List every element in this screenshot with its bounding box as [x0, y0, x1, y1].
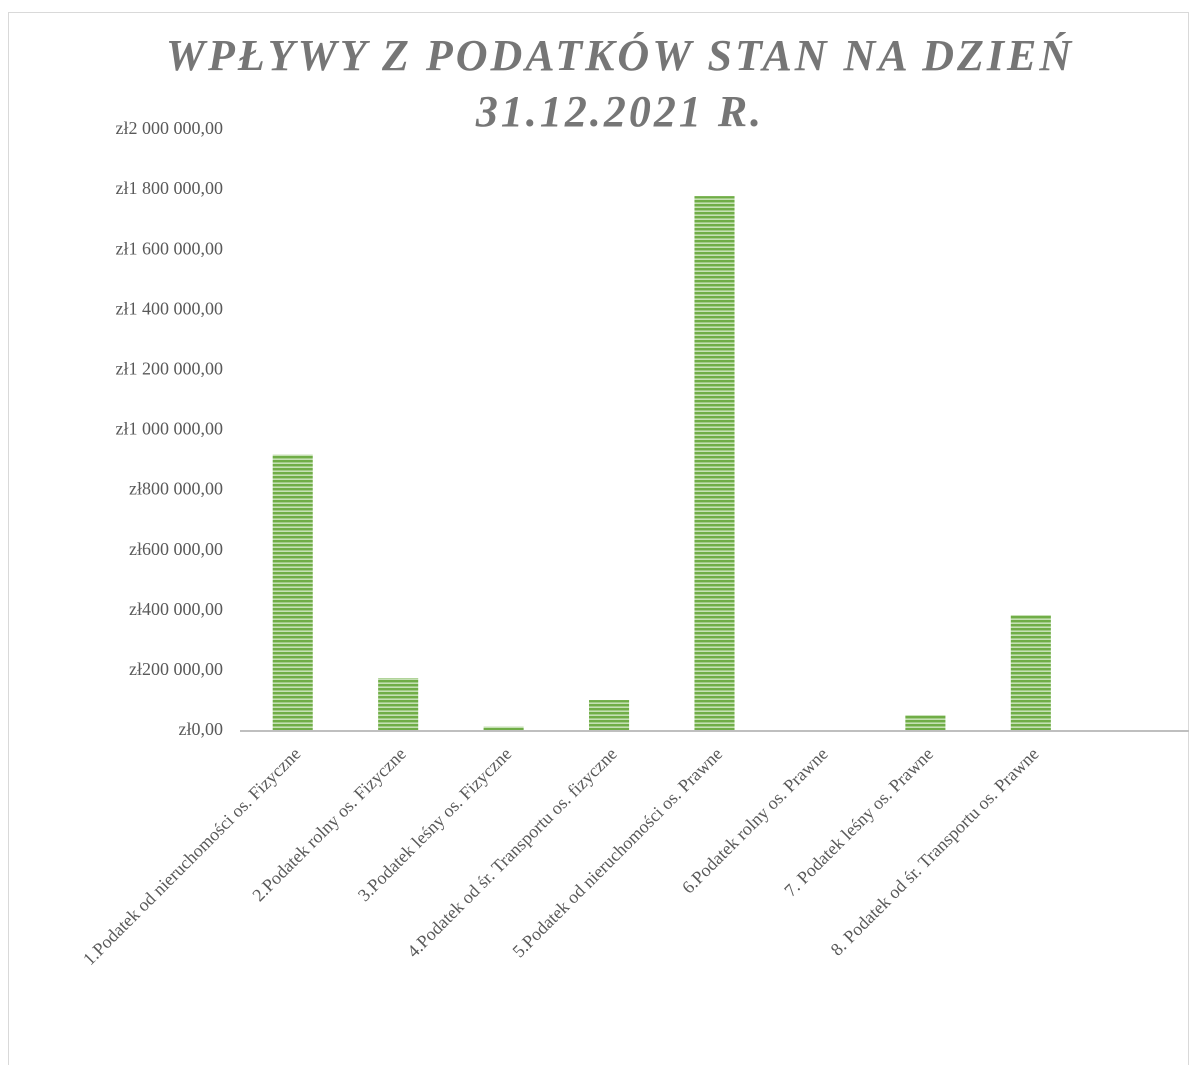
- y-tick-label: zł600 000,00: [129, 539, 223, 559]
- y-tick-label: zł1 000 000,00: [116, 419, 224, 439]
- y-tick-label: zł1 200 000,00: [116, 359, 224, 379]
- x-tick-label: 4.Podatek od śr. Transportu os. fizyczne: [403, 744, 621, 962]
- bar: [483, 726, 524, 731]
- bar: [905, 715, 946, 731]
- y-tick-label: zł1 600 000,00: [116, 238, 224, 258]
- chart-title: WPŁYWY Z PODATKÓW STAN NA DZIEŃ 31.12.20…: [165, 31, 1075, 136]
- bar: [272, 454, 313, 731]
- bar: [378, 678, 419, 731]
- x-tick-label: 8. Podatek od śr. Transportu os. Prawne: [827, 744, 1043, 960]
- y-tick-label: zł400 000,00: [129, 599, 223, 619]
- y-tick-label: zł2 000 000,00: [116, 118, 224, 138]
- y-tick-label: zł1 800 000,00: [116, 178, 224, 198]
- y-tick-label: zł800 000,00: [129, 479, 223, 499]
- bar: [1010, 615, 1051, 731]
- y-tick-label: zł200 000,00: [129, 659, 223, 679]
- bar: [589, 700, 630, 731]
- y-tick-label: zł1 400 000,00: [116, 298, 224, 318]
- y-tick-label: zł0,00: [179, 719, 224, 739]
- bar: [694, 196, 735, 732]
- x-tick-label: 1.Podatek od nieruchomości os. Fizyczne: [79, 744, 305, 970]
- x-tick-label: 5.Podatek od nieruchomości os. Prawne: [508, 744, 726, 962]
